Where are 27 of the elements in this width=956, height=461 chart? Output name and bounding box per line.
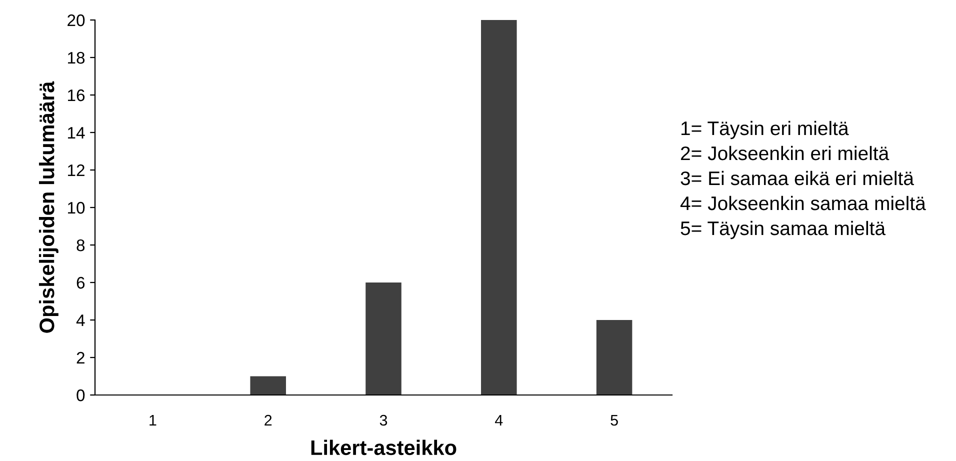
y-tick-label: 16	[68, 89, 85, 102]
y-tick-label: 14	[68, 127, 85, 139]
y-tick-label: 6	[76, 276, 85, 289]
bar	[596, 320, 632, 395]
y-tick-label: 18	[68, 52, 85, 64]
y-tick-label: 10	[68, 202, 85, 214]
x-tick-label: 2	[264, 414, 272, 426]
bar	[250, 376, 286, 395]
bar	[481, 20, 517, 395]
y-tick-label: 12	[68, 164, 84, 176]
text: 4= Jokseenkin samaa mieltä	[680, 196, 926, 210]
x-tick-label: 3	[380, 414, 388, 426]
x-axis-title: Likert-asteikko	[311, 440, 456, 456]
y-tick-label: 20	[68, 14, 85, 26]
text: 3= Ei samaa eikä eri mieltä	[680, 170, 914, 186]
y-tick-label: 8	[76, 239, 85, 252]
y-tick-label: 0	[76, 389, 85, 402]
x-tick-label: 4	[495, 415, 503, 426]
y-tick-label: 4	[76, 314, 85, 326]
y-axis-title: Opiskelijoiden lukumäärä	[38, 81, 58, 333]
bar	[366, 282, 402, 395]
text: 5= Täysin samaa mieltä	[680, 220, 886, 240]
x-tick-label: 1	[150, 415, 156, 426]
text: 1= Täysin eri mieltä	[681, 120, 849, 140]
text: 2= Jokseenkin eri mieltä	[680, 146, 890, 160]
x-tick-label: 5	[610, 415, 618, 426]
y-tick-label: 2	[76, 352, 84, 364]
